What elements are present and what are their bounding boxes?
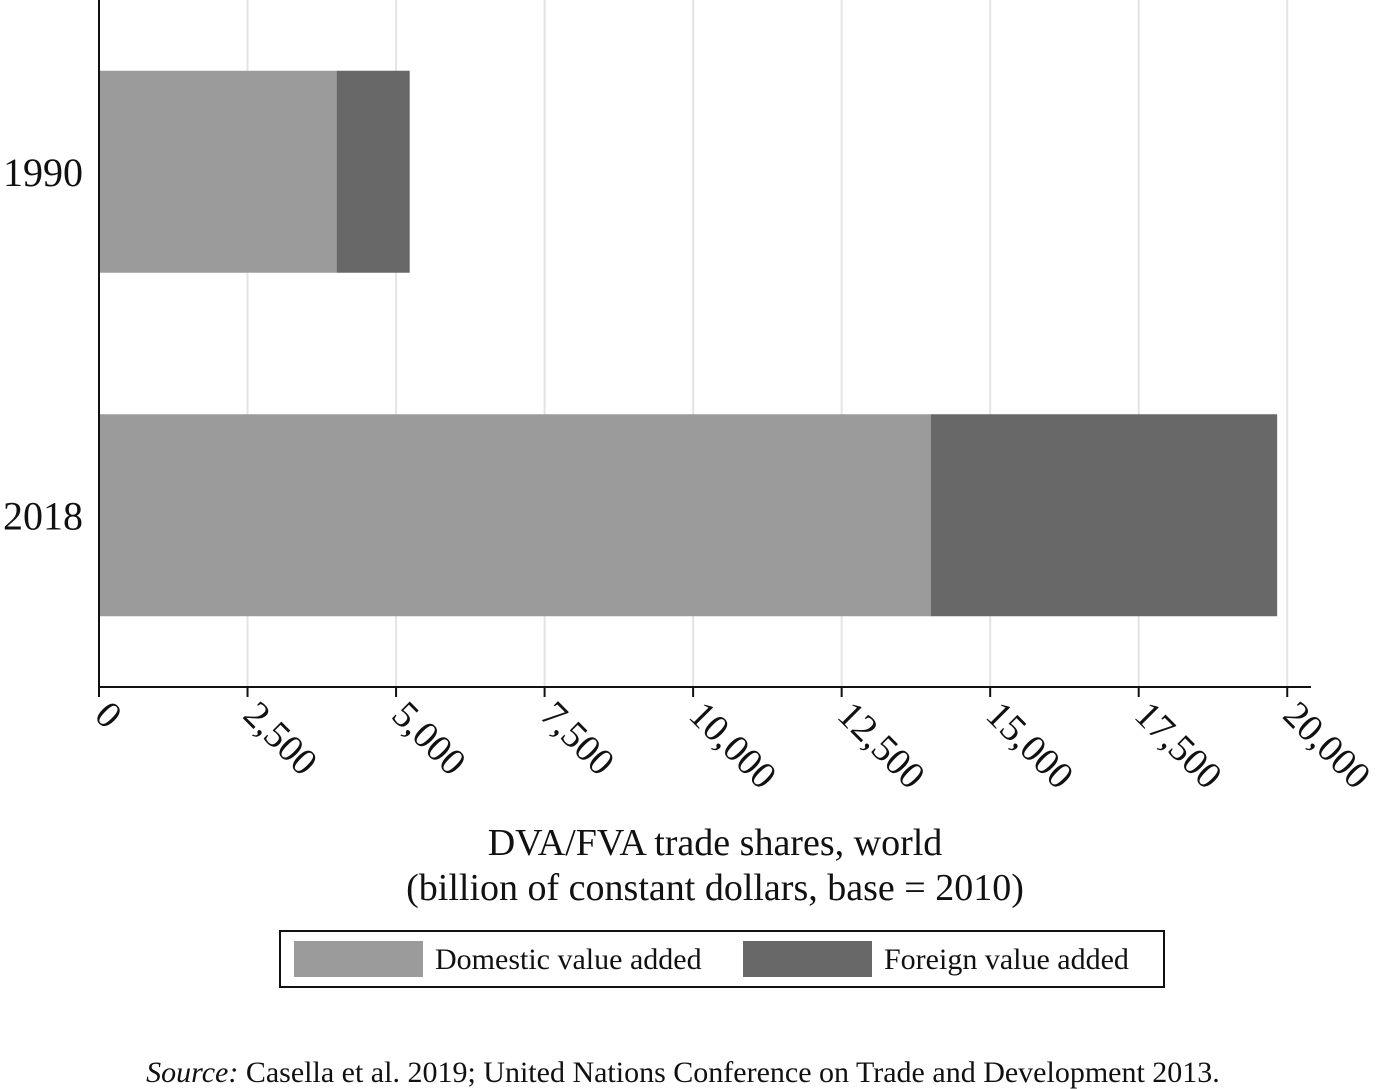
legend-label-domestic: Domestic value added — [435, 943, 702, 976]
x-axis-title-line1: DVA/FVA trade shares, world — [488, 822, 943, 864]
x-tick-label: 15,000 — [978, 694, 1082, 798]
legend-label-foreign: Foreign value added — [884, 943, 1129, 976]
category-label-1990: 1990 — [3, 150, 83, 195]
axes — [98, 0, 1311, 688]
x-tick-label: 2,500 — [235, 694, 325, 784]
x-tick-label: 20,000 — [1275, 694, 1379, 798]
category-label-2018: 2018 — [3, 493, 83, 538]
bar-1990-domestic — [99, 70, 337, 273]
x-tick-label: 7,500 — [532, 694, 622, 784]
source-label: Source: — [146, 1056, 238, 1089]
x-tick-label: 5,000 — [384, 694, 474, 784]
x-tick-label: 10,000 — [681, 694, 785, 798]
x-axis-title-line2: (billion of constant dollars, base = 201… — [406, 867, 1024, 909]
x-tick-label: 0 — [87, 694, 130, 737]
bar-2018-domestic — [99, 414, 931, 617]
bar-2018-foreign — [930, 414, 1278, 617]
legend: Domestic value added Foreign value added — [279, 930, 1165, 988]
bars — [99, 70, 1278, 617]
legend-swatch-foreign — [743, 941, 872, 977]
source-note: Source: Casella et al. 2019; United Nati… — [146, 1056, 1220, 1089]
legend-frame — [279, 930, 1165, 988]
category-labels: 1990 2018 — [3, 150, 83, 539]
bar-1990-foreign — [336, 70, 410, 273]
legend-swatch-domestic — [294, 941, 423, 977]
source-text: Casella et al. 2019; United Nations Conf… — [238, 1056, 1219, 1089]
x-tick-label: 17,500 — [1126, 694, 1230, 798]
x-ticks: 0 2,500 5,000 7,500 10,000 12,500 15,000 17,500… — [87, 687, 1379, 798]
x-tick-label: 12,500 — [829, 694, 933, 798]
